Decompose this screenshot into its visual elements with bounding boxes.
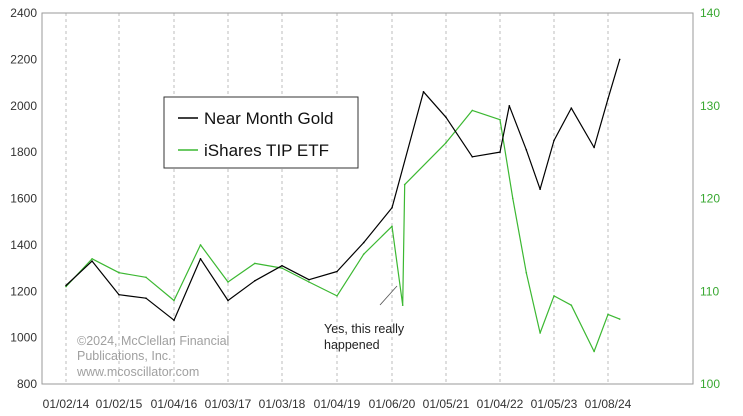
event-annotation: Yes, this really happened: [324, 285, 405, 352]
tip-point: [401, 304, 404, 307]
gold-point: [362, 241, 365, 244]
y2-tick-label: 130: [700, 99, 720, 113]
series-layer: [65, 58, 621, 353]
gold-point: [91, 260, 93, 262]
gold-point: [499, 151, 501, 153]
legend-label-tip: iShares TIP ETF: [204, 141, 329, 160]
event-note-line-2: happened: [324, 338, 380, 352]
tip-point: [593, 350, 595, 353]
x-tick-label: 01/02/15: [96, 397, 143, 411]
y-tick-label: 1600: [10, 192, 37, 206]
gold-point: [445, 116, 447, 119]
tip-point: [618, 318, 621, 320]
tip-point: [254, 262, 256, 265]
y-tick-label: 2400: [10, 6, 37, 20]
gold-point: [145, 297, 147, 300]
left-axis: 800 1000 1200 1400 1600 1800 2000 2200 2400: [10, 6, 37, 391]
y-tick-label: 2200: [10, 52, 37, 66]
y2-tick-label: 140: [700, 6, 720, 20]
gold-point: [65, 284, 67, 287]
tip-point: [445, 142, 447, 144]
gold-point: [570, 107, 573, 109]
gold-point: [471, 156, 474, 158]
tip-point: [553, 295, 555, 297]
tip-point: [403, 183, 406, 186]
tip-point: [308, 281, 310, 283]
tip-point: [118, 271, 120, 274]
tip-point: [336, 295, 338, 297]
tip-point: [539, 332, 541, 334]
copyright-line-2: Publications, Inc.: [77, 349, 172, 363]
copyright-line-1: ©2024, McClellan Financial: [77, 334, 229, 348]
gold-point: [539, 188, 541, 190]
right-axis: 100 110 120 130 140: [700, 6, 720, 391]
tip-point: [391, 225, 393, 228]
event-note-line-1: Yes, this really: [324, 322, 405, 336]
x-tick-label: 01/06/20: [369, 397, 416, 411]
legend-label-gold: Near Month Gold: [204, 109, 333, 128]
gold-point: [422, 91, 425, 93]
gold-point: [553, 139, 555, 142]
y2-tick-label: 110: [700, 284, 719, 298]
tip-point: [570, 304, 573, 307]
x-tick-label: 01/04/22: [477, 397, 524, 411]
x-tick-label: 01/08/24: [585, 397, 632, 411]
gold-point: [308, 278, 310, 281]
tip-point: [281, 267, 283, 269]
gold-point: [525, 149, 528, 151]
gold-point: [508, 105, 511, 107]
plot-frame: [41, 12, 694, 385]
tip-point: [199, 244, 202, 246]
x-axis: 01/02/14 01/02/15 01/04/16 01/03/17 01/03/18…: [43, 397, 632, 411]
tip-point: [362, 253, 365, 255]
y-tick-label: 1400: [10, 238, 37, 252]
event-pointer-line: [379, 285, 398, 306]
gold-point: [336, 270, 338, 273]
y-tick-label: 800: [17, 377, 37, 391]
legend-box: [163, 96, 359, 169]
tip-point: [512, 197, 514, 200]
x-tick-label: 01/05/23: [531, 397, 578, 411]
tip-point: [65, 285, 67, 288]
x-tick-label: 01/05/21: [423, 397, 470, 411]
tip-point: [145, 276, 147, 279]
gold-point: [618, 58, 621, 61]
gold-point: [281, 264, 283, 267]
tip-point: [607, 313, 609, 316]
gold-point: [593, 146, 595, 149]
gold-point: [254, 280, 256, 282]
tip-point: [227, 281, 229, 283]
gold-point: [199, 258, 202, 260]
y-tick-label: 1000: [10, 331, 37, 345]
tip-point: [173, 299, 175, 302]
y-tick-label: 1200: [10, 284, 37, 298]
y2-tick-label: 100: [700, 377, 720, 391]
gold-point: [227, 299, 229, 302]
tip-point: [525, 271, 528, 274]
series-line-tip: [65, 109, 620, 353]
x-tick-label: 01/02/14: [43, 397, 90, 411]
x-tick-label: 01/04/19: [314, 397, 361, 411]
y-tick-label: 1800: [10, 145, 37, 159]
x-tick-label: 01/03/17: [205, 397, 252, 411]
grid: [65, 13, 609, 384]
x-tick-label: 01/03/18: [259, 397, 306, 411]
legend: Near Month Gold iShares TIP ETF: [163, 96, 359, 169]
tip-point: [91, 258, 93, 260]
copyright-line-3: www.mcoscillator.com: [76, 365, 199, 379]
gold-point: [118, 293, 120, 296]
y-tick-label: 2000: [10, 99, 37, 113]
y2-tick-label: 120: [700, 192, 720, 206]
copyright-block: ©2024, McClellan Financial Publications,…: [76, 334, 229, 379]
gold-point: [173, 319, 175, 322]
x-tick-label: 01/04/16: [151, 397, 198, 411]
tip-point: [499, 118, 501, 121]
tip-point: [471, 109, 474, 112]
gold-point: [607, 98, 609, 100]
gold-point: [391, 207, 393, 209]
